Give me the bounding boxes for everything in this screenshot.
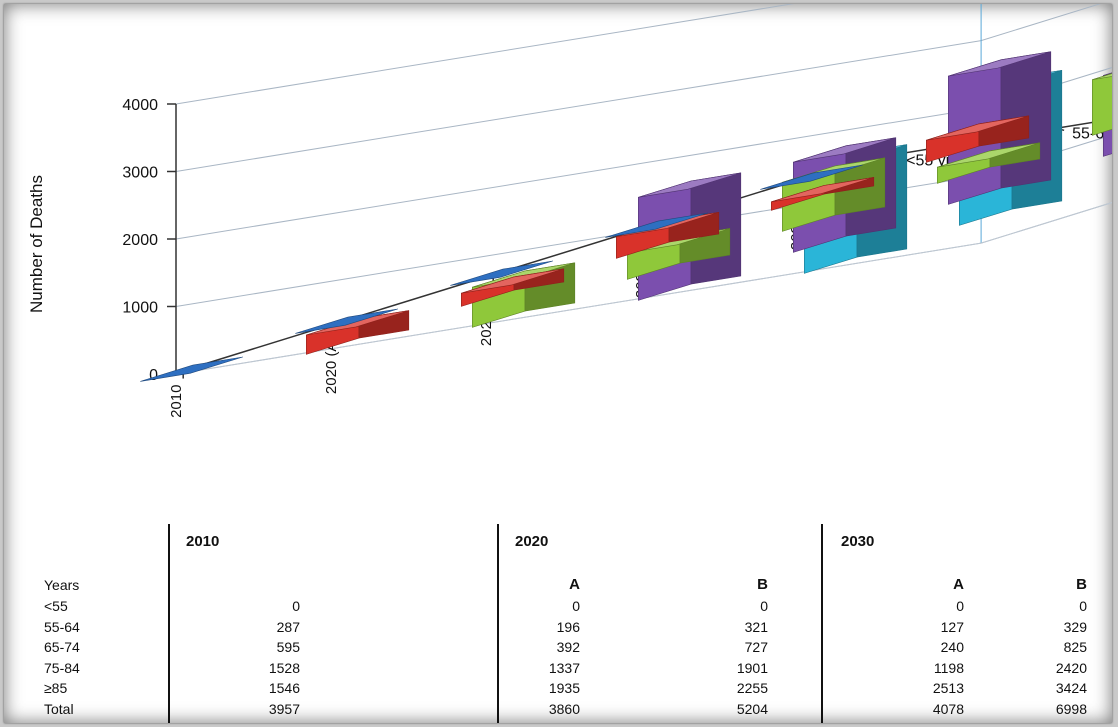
bar--55-yrs-1 bbox=[295, 308, 398, 334]
table-cell: 1901 bbox=[736, 659, 768, 676]
chart-3d-bar: 0 1000 2000 3000 4000 Number of Deaths 2010 202… bbox=[27, 4, 1112, 418]
table-cell: 0 bbox=[760, 598, 768, 614]
table-cell: 0 bbox=[1079, 598, 1087, 614]
gridline bbox=[175, 4, 795, 105]
bar-65-74-yrs-3 bbox=[936, 142, 1041, 184]
bar-face bbox=[937, 142, 1040, 168]
table-cell: 3957 bbox=[268, 700, 300, 717]
table-cell: 329 bbox=[1063, 618, 1087, 635]
bar-face bbox=[638, 172, 741, 198]
table-cell: 287 bbox=[276, 618, 300, 635]
table-cell: 2420 bbox=[1055, 659, 1087, 676]
bar-face bbox=[1092, 73, 1112, 80]
bar-face bbox=[1103, 72, 1112, 76]
group-header-2020: 2020 bbox=[515, 533, 549, 550]
bar-face bbox=[295, 308, 398, 334]
y-tick-label: 0 bbox=[149, 367, 158, 384]
sub-header: B bbox=[1076, 576, 1087, 593]
table-cell: 0 bbox=[292, 598, 300, 614]
bar-55-64-yrs-4 bbox=[925, 115, 1030, 163]
table-cell: 196 bbox=[556, 618, 580, 635]
bar-face bbox=[605, 212, 708, 238]
table-cell: 1546 bbox=[268, 680, 300, 696]
table-cell: 6998 bbox=[1055, 700, 1087, 717]
table-cell: 1198 bbox=[933, 659, 964, 676]
y-axis-title: Number of Deaths bbox=[27, 175, 46, 313]
table-cell: 4078 bbox=[932, 700, 964, 717]
bar--55-yrs-3 bbox=[605, 212, 708, 238]
table-cell: 127 bbox=[940, 618, 964, 635]
column-divider bbox=[168, 524, 170, 723]
years-label: Years bbox=[44, 577, 80, 593]
bar-face bbox=[140, 356, 243, 382]
sub-header: A bbox=[953, 576, 964, 593]
table-cell: 595 bbox=[276, 639, 300, 655]
table-cell: 3424 bbox=[1055, 680, 1087, 696]
row-label: Total bbox=[44, 700, 74, 717]
bar-face bbox=[771, 177, 874, 203]
bar-face bbox=[461, 268, 564, 294]
bar-55-64-yrs-3 bbox=[770, 177, 875, 211]
sub-header: B bbox=[757, 576, 768, 593]
y-tick-label: 1000 bbox=[122, 300, 158, 317]
bar--55-yrs-0 bbox=[140, 356, 243, 382]
bar-55-64-yrs-1 bbox=[460, 268, 565, 307]
table-cell: 321 bbox=[744, 618, 768, 635]
bar--55-yrs-4 bbox=[760, 164, 863, 190]
bar--55-yrs-2 bbox=[450, 260, 553, 286]
bar-55-64-yrs-0 bbox=[305, 310, 410, 355]
table-cell: 392 bbox=[556, 639, 580, 655]
sub-header: A bbox=[569, 576, 580, 593]
group-header-2030: 2030 bbox=[841, 533, 875, 550]
data-table: 2010 2020 2030 Years A B A B <55 0 0 0 0 0 55-64 287 196… bbox=[4, 516, 1112, 723]
table-cell: 825 bbox=[1063, 639, 1087, 655]
bar-face bbox=[793, 137, 896, 163]
row-label: 75-84 bbox=[44, 659, 80, 676]
table-cell: 0 bbox=[956, 598, 964, 614]
table-cell: 1337 bbox=[548, 659, 580, 676]
row-label: 65-74 bbox=[44, 639, 80, 655]
x-tick-label: 2020 (A) bbox=[323, 337, 340, 395]
table-cell: 2513 bbox=[932, 680, 964, 696]
table-cell: 727 bbox=[744, 639, 768, 655]
table-cell: 1935 bbox=[548, 680, 580, 696]
table-cell: 0 bbox=[572, 598, 580, 614]
group-header-2010: 2010 bbox=[186, 533, 220, 550]
table-cell: 1528 bbox=[268, 659, 300, 676]
table-cell: 240 bbox=[940, 639, 964, 655]
bar-face bbox=[450, 260, 553, 286]
bar-65-74-yrs-4 bbox=[1092, 73, 1112, 136]
table-cell: 5204 bbox=[736, 700, 768, 717]
column-divider bbox=[497, 524, 499, 723]
bar-face bbox=[1092, 73, 1112, 136]
y-tick-label: 3000 bbox=[122, 165, 158, 182]
floor-edge bbox=[167, 202, 1112, 376]
row-label: ≥85 bbox=[44, 680, 68, 696]
table-cell: 2255 bbox=[736, 680, 768, 696]
bar-face bbox=[948, 51, 1051, 77]
y-tick-label: 2000 bbox=[122, 232, 158, 249]
bar-face bbox=[926, 115, 1029, 141]
row-label: <55 bbox=[44, 598, 68, 614]
table-cell: 3860 bbox=[548, 700, 580, 717]
x-tick-label: 2010 bbox=[168, 385, 185, 418]
column-divider bbox=[821, 524, 823, 723]
figure-frame: 0 1000 2000 3000 4000 Number of Deaths 2010 202… bbox=[4, 4, 1112, 723]
row-label: 55-64 bbox=[44, 618, 80, 635]
y-tick-label: 4000 bbox=[122, 97, 158, 114]
bar-face bbox=[760, 164, 863, 190]
